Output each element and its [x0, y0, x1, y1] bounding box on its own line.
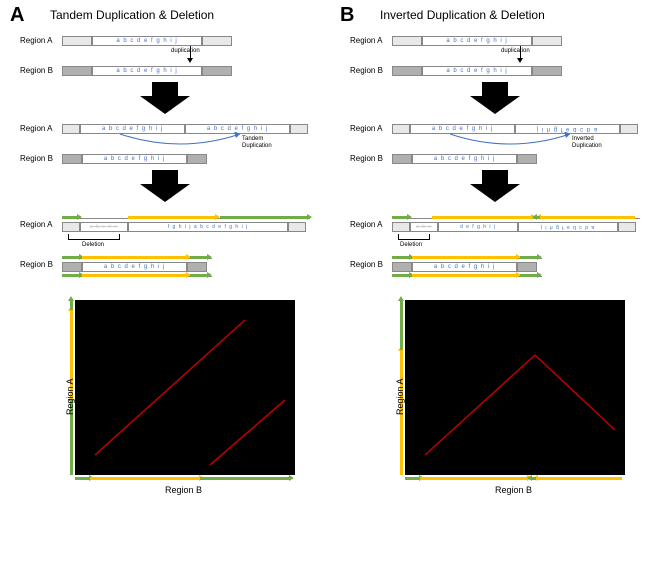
yaxis-label-a: Region A: [65, 355, 75, 415]
deletion-bracket: [68, 234, 120, 240]
seq-a-b: a b c d e f g h i j: [422, 36, 532, 46]
dup-arrow: duplication: [165, 46, 215, 63]
stage2-region-b: Region B a b c d e f g h i j: [20, 152, 320, 172]
panel-letter-a: A: [10, 4, 24, 27]
region-b-label-b: Region B: [350, 66, 383, 75]
region-a-label-3: Region A: [20, 220, 52, 229]
big-arrow-icon: [470, 170, 520, 202]
seq-rem-fwd: d e f g h i j: [438, 222, 518, 232]
seq-b-b: a b c d e f g h i j: [422, 66, 532, 76]
curve-arrow: [110, 132, 250, 150]
region-b-label-3: Region B: [20, 260, 53, 269]
deletion-label-b: Deletion: [400, 242, 422, 248]
stage3-region-b: Region B a b c d e f g h i j: [20, 258, 320, 278]
seq-b-2: a b c d e f g h i j: [82, 154, 187, 164]
tandem-dup-label: TandemDuplication: [242, 136, 272, 150]
dotplot-a: [75, 300, 295, 475]
curve-arrow-b: [440, 132, 580, 150]
region-b-label-2b: Region B: [350, 154, 383, 163]
panel-title-b: Inverted Duplication & Deletion: [380, 8, 545, 22]
seq-remaining: f g h i j a b c d e f g h i j: [128, 222, 288, 232]
region-b-label-2: Region B: [20, 154, 53, 163]
region-a-label: Region A: [20, 36, 52, 45]
stage3-region-b-b: Region B a b c d e f g h i j: [350, 258, 650, 278]
xaxis-label-a: Region B: [165, 485, 202, 495]
region-a-label-b: Region A: [350, 36, 382, 45]
region-a-label-3b: Region A: [350, 220, 382, 229]
deletion-label: Deletion: [82, 242, 104, 248]
yaxis-label-b: Region A: [395, 355, 405, 415]
big-arrow-icon: [140, 82, 190, 114]
inverted-dup-label: InvertedDuplication: [572, 136, 602, 150]
dup-arrow-b: duplication: [495, 46, 545, 63]
region-a-label-2b: Region A: [350, 124, 382, 133]
stage1-region-b-b: Region B a b c d e f g h i j: [350, 64, 650, 84]
stage3-region-a: Region A a b c d e f g h i j a b c d e f…: [20, 218, 320, 238]
stage2-region-b-b: Region B a b c d e f g h i j: [350, 152, 650, 172]
seq-b-3: a b c d e f g h i j: [82, 262, 187, 272]
panel-title-a: Tandem Duplication & Deletion: [50, 8, 214, 22]
seq-rem-inv: j i h g f e d c b a: [518, 222, 618, 232]
seq-b-3b: a b c d e f g h i j: [412, 262, 517, 272]
region-a-label-2: Region A: [20, 124, 52, 133]
seq-b: a b c d e f g h i j: [92, 66, 202, 76]
big-arrow-icon: [470, 82, 520, 114]
stage3-region-a-b: Region A a b c d e f g h i j j i h g f e…: [350, 218, 650, 238]
seq-b-2b: a b c d e f g h i j: [412, 154, 517, 164]
xaxis-arrows-b: [405, 477, 625, 480]
xaxis-label-b: Region B: [495, 485, 532, 495]
big-arrow-icon: [140, 170, 190, 202]
region-b-label-3b: Region B: [350, 260, 383, 269]
dup-label-b: duplication: [501, 48, 530, 54]
xaxis-arrows-a: [75, 477, 295, 480]
dotplot-b: [405, 300, 625, 475]
region-b-label: Region B: [20, 66, 53, 75]
stage1-region-b: Region B a b c d e f g h i j: [20, 64, 320, 84]
panel-letter-b: B: [340, 4, 354, 27]
dup-label: duplication: [171, 48, 200, 54]
seq-a: a b c d e f g h i j: [92, 36, 202, 46]
deletion-bracket-b: [398, 234, 430, 240]
